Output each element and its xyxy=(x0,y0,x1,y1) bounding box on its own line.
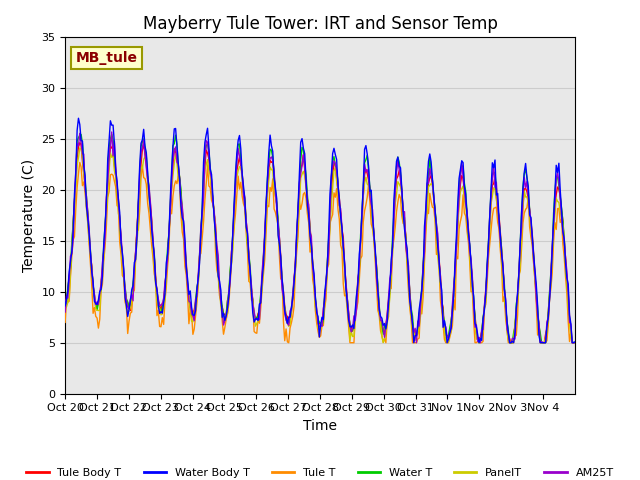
X-axis label: Time: Time xyxy=(303,419,337,433)
Text: MB_tule: MB_tule xyxy=(76,51,138,65)
Y-axis label: Temperature (C): Temperature (C) xyxy=(22,159,36,272)
Title: Mayberry Tule Tower: IRT and Sensor Temp: Mayberry Tule Tower: IRT and Sensor Temp xyxy=(143,15,497,33)
Legend: Tule Body T, Water Body T, Tule T, Water T, PanelT, AM25T: Tule Body T, Water Body T, Tule T, Water… xyxy=(22,463,618,480)
